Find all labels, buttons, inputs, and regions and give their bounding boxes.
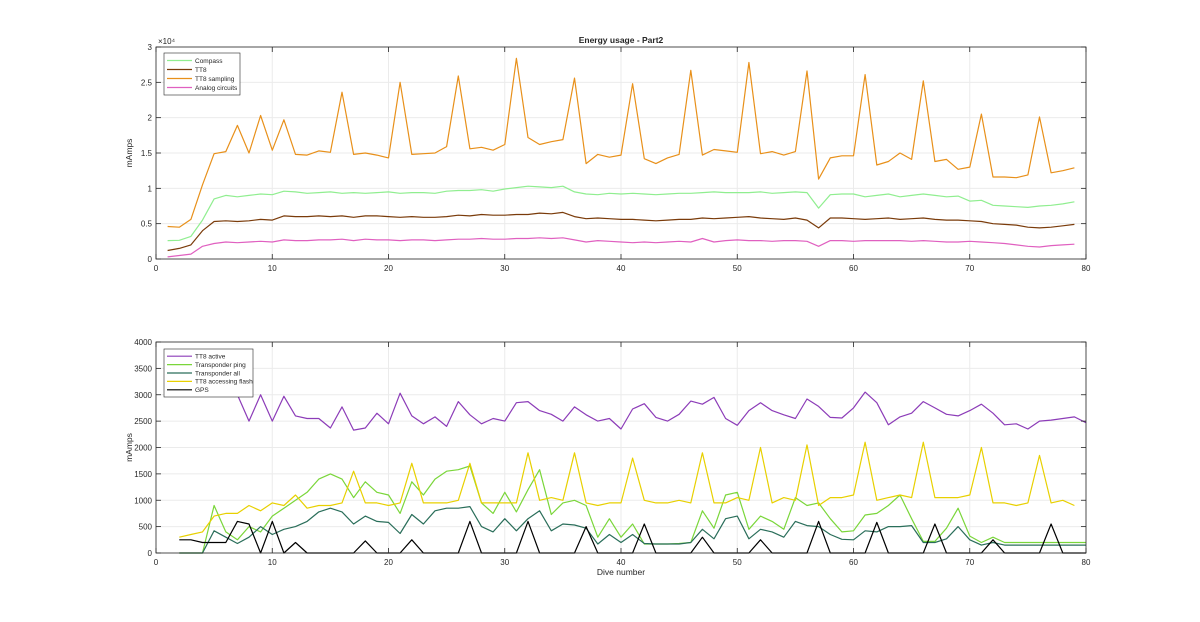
y-tick-label: 1.5 — [141, 149, 153, 158]
y-tick-label: 2000 — [134, 444, 152, 453]
y-tick-label: 0 — [148, 549, 153, 558]
y-axis-label: mAmps — [124, 433, 134, 462]
x-tick-label: 70 — [965, 264, 974, 273]
y-tick-label: 3 — [148, 43, 153, 52]
y-tick-label: 4000 — [134, 338, 152, 347]
y-tick-label: 2.5 — [141, 78, 153, 87]
y-tick-label: 3000 — [134, 391, 152, 400]
legend-entry: Transponder ping — [195, 362, 246, 369]
y-axis-label: mAmps — [124, 139, 134, 168]
legend-entry: TT8 sampling — [195, 76, 235, 83]
y-tick-label: 2 — [148, 114, 153, 123]
chart-2: 0 10 20 30 40 50 60 70 80 0 500 1000 1500 2000 2500 300… — [124, 338, 1091, 577]
y-tick-label: 2500 — [134, 417, 152, 426]
series-line-tt8 — [167, 211, 1075, 252]
x-tick-label: 10 — [268, 558, 277, 567]
x-tick-label: 60 — [849, 558, 858, 567]
x-tick-label: 0 — [154, 264, 159, 273]
series-line-tt8-active — [236, 391, 1087, 431]
x-tick-label: 50 — [733, 264, 742, 273]
y-tick-label: 3500 — [134, 364, 152, 373]
series-line-analog-circuits — [167, 237, 1075, 258]
x-tick-label: 40 — [617, 264, 626, 273]
chart-1: 0 10 20 30 40 50 60 70 80 0 0.5 1 1.5 2 2.5 3 ×10⁴ Energy… — [124, 35, 1091, 273]
y-tick-label: 0 — [148, 255, 153, 264]
x-tick-label: 0 — [154, 558, 159, 567]
x-tick-label: 30 — [500, 264, 509, 273]
x-tick-label: 40 — [617, 558, 626, 567]
y-tick-label: 1 — [148, 184, 153, 193]
x-tick-label: 20 — [384, 558, 393, 567]
y-tick-label: 1500 — [134, 470, 152, 479]
y-tick-label: 1000 — [134, 496, 152, 505]
x-tick-label: 20 — [384, 264, 393, 273]
x-tick-label: 10 — [268, 264, 277, 273]
x-tick-label: 60 — [849, 264, 858, 273]
x-axis-label: Dive number — [597, 567, 645, 577]
y-exponent-label: ×10⁴ — [158, 37, 176, 46]
legend-entry: TT8 accessing flash — [195, 379, 253, 386]
legend-entry: TT8 — [195, 67, 207, 74]
legend-entry: Compass — [195, 58, 223, 65]
series-line-tt8-sampling — [167, 57, 1075, 228]
x-tick-label: 80 — [1082, 558, 1091, 567]
legend-entry: Transponder all — [195, 370, 240, 377]
legend: Compass TT8 TT8 sampling Analog circuits — [163, 52, 241, 96]
series-line-transponder-all — [179, 506, 1086, 554]
legend-entry: GPS — [195, 387, 209, 394]
x-tick-label: 30 — [500, 558, 509, 567]
y-tick-label: 500 — [139, 523, 153, 532]
legend-entry: Analog circuits — [195, 85, 238, 92]
x-tick-label: 80 — [1082, 264, 1091, 273]
series-line-tt8-accessing-flash — [179, 441, 1075, 538]
chart-title: Energy usage - Part2 — [579, 35, 664, 45]
series-line-compass — [167, 185, 1075, 242]
x-tick-label: 50 — [733, 558, 742, 567]
legend-entry: TT8 active — [195, 354, 226, 361]
x-tick-label: 70 — [965, 558, 974, 567]
y-tick-label: 0.5 — [141, 220, 153, 229]
series-line-transponder-ping — [179, 465, 1086, 554]
